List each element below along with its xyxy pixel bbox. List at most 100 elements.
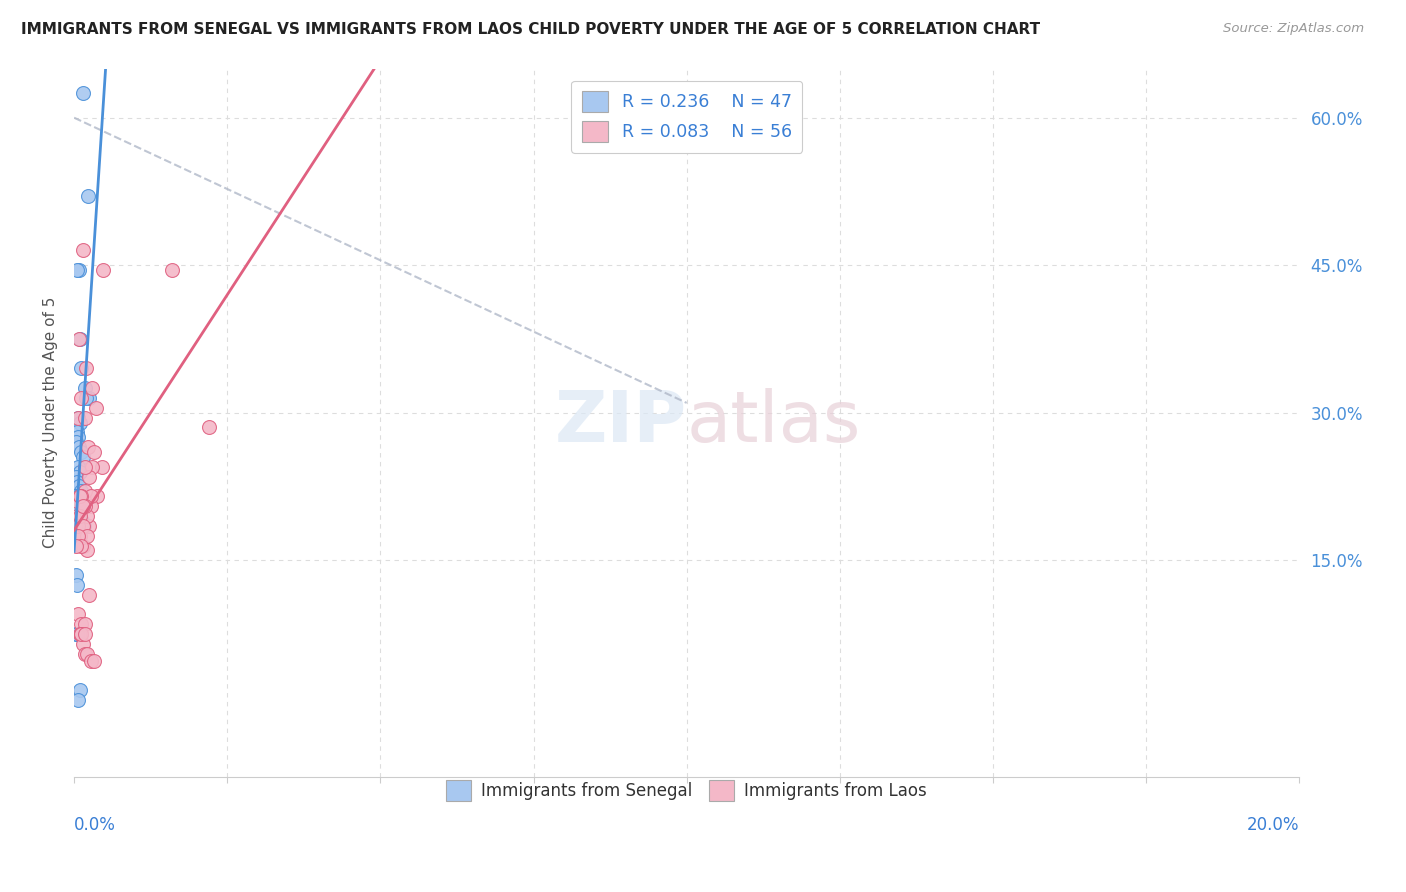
Point [73,410,96,425]
Point [75,459,97,474]
Point [67,529,90,543]
Point [76,529,98,543]
Point [70,617,93,632]
Point [72,539,94,553]
Point [65,489,87,503]
Y-axis label: Child Poverty Under the Age of 5: Child Poverty Under the Age of 5 [44,297,58,549]
Point [69,529,91,543]
Point [76,543,98,558]
Point [160,263,183,277]
Point [65,627,87,641]
Point [198,420,221,434]
Point [69,508,91,523]
Point [72,499,94,513]
Point [69,484,91,499]
Point [72,519,94,533]
Point [65,469,87,483]
Text: Source: ZipAtlas.com: Source: ZipAtlas.com [1223,22,1364,36]
Point [66,499,89,513]
Point [79,391,101,405]
Point [69,519,91,533]
Point [70,539,93,553]
Point [83,654,105,668]
Point [70,489,93,503]
Point [77,440,100,454]
Point [66,459,89,474]
Point [70,514,93,528]
Point [66,475,89,489]
Point [66,494,89,508]
Point [67,440,90,454]
Text: 20.0%: 20.0% [1247,815,1299,833]
Point [73,519,96,533]
Point [69,445,91,459]
Point [65,539,87,553]
Point [75,381,97,395]
Point [69,332,91,346]
Text: IMMIGRANTS FROM SENEGAL VS IMMIGRANTS FROM LAOS CHILD POVERTY UNDER THE AGE OF 5: IMMIGRANTS FROM SENEGAL VS IMMIGRANTS FR… [21,22,1040,37]
Point [83,445,105,459]
Point [66,494,89,508]
Point [67,508,90,523]
Point [69,391,91,405]
Point [67,479,90,493]
Point [79,499,101,513]
Point [66,627,89,641]
Point [75,499,97,513]
Point [70,489,93,503]
Point [75,484,97,499]
Point [79,654,101,668]
Point [70,361,93,376]
Point [67,499,90,513]
Point [69,683,91,698]
Point [72,637,94,651]
Point [69,508,91,523]
Point [65,425,87,440]
Point [66,508,89,523]
Text: ZIP: ZIP [554,388,686,457]
Point [65,435,87,450]
Text: atlas: atlas [686,388,860,457]
Point [67,332,90,346]
Point [77,519,100,533]
Point [67,410,90,425]
Point [82,459,104,474]
Point [67,693,90,707]
Point [82,381,104,395]
Point [76,189,98,203]
Point [66,578,89,592]
Point [69,489,91,503]
Point [84,401,107,415]
Point [66,410,89,425]
Point [67,489,90,503]
Point [75,361,97,376]
Point [69,416,91,430]
Point [69,489,91,503]
Point [66,499,89,513]
Point [77,588,100,602]
Point [66,529,89,543]
Text: 0.0%: 0.0% [75,815,115,833]
Point [72,86,94,100]
Point [76,647,98,661]
Point [65,504,87,518]
Point [90,459,112,474]
Point [75,617,97,632]
Point [70,627,93,641]
Point [69,465,91,479]
Point [65,519,87,533]
Point [69,494,91,508]
Point [67,263,90,277]
Point [79,489,101,503]
Point [75,627,97,641]
Point [72,450,94,464]
Point [65,489,87,503]
Point [65,568,87,582]
Point [66,430,89,444]
Point [66,494,89,508]
Point [69,627,91,641]
Point [70,627,93,641]
Point [75,647,97,661]
Point [67,504,90,518]
Point [93,263,115,277]
